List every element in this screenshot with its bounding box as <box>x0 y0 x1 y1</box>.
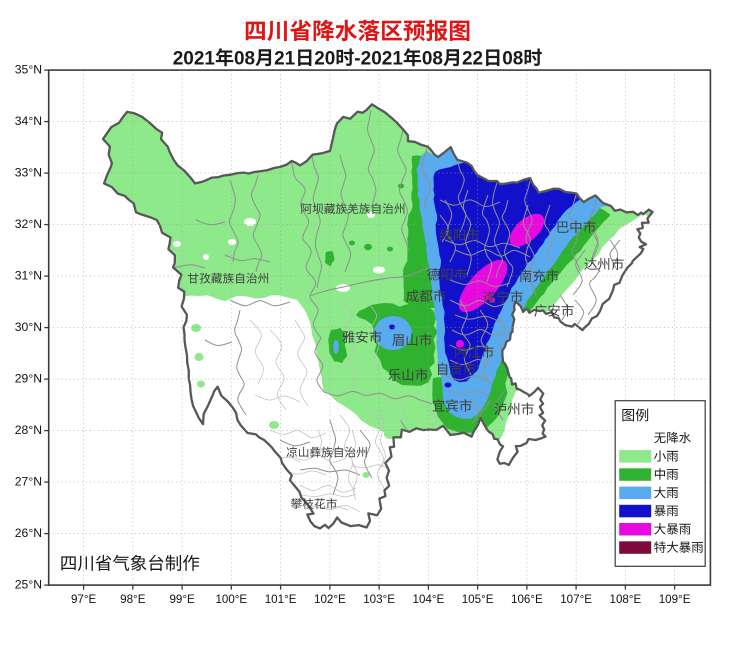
svg-text:105°E: 105°E <box>462 593 494 606</box>
svg-text:33°N: 33°N <box>15 166 42 180</box>
svg-text:109°E: 109°E <box>659 593 691 606</box>
svg-text:25°N: 25°N <box>15 578 42 592</box>
svg-text:35°N: 35°N <box>15 63 42 77</box>
svg-text:106°E: 106°E <box>511 593 543 606</box>
svg-text:100°E: 100°E <box>215 593 247 606</box>
svg-text:99°E: 99°E <box>169 593 195 606</box>
svg-text:08: 08 <box>422 49 443 70</box>
svg-text:28°N: 28°N <box>15 423 42 437</box>
svg-text:27°N: 27°N <box>15 475 42 489</box>
svg-text:29°N: 29°N <box>15 372 42 386</box>
svg-text:98°E: 98°E <box>120 593 146 606</box>
svg-text:08: 08 <box>234 49 255 70</box>
svg-text:104°E: 104°E <box>413 593 445 606</box>
svg-text:-2021: -2021 <box>354 49 403 70</box>
svg-text:22: 22 <box>462 49 483 70</box>
svg-text:30°N: 30°N <box>15 320 42 334</box>
svg-text:102°E: 102°E <box>314 593 346 606</box>
svg-text:97°E: 97°E <box>71 593 97 606</box>
svg-text:101°E: 101°E <box>265 593 297 606</box>
svg-text:107°E: 107°E <box>560 593 592 606</box>
svg-text:2021: 2021 <box>173 49 216 70</box>
svg-text:103°E: 103°E <box>363 593 395 606</box>
svg-text:108°E: 108°E <box>610 593 642 606</box>
svg-text:20: 20 <box>314 49 335 70</box>
svg-text:32°N: 32°N <box>15 217 42 231</box>
svg-text:34°N: 34°N <box>15 114 42 128</box>
svg-text:08: 08 <box>502 49 523 70</box>
svg-text:21: 21 <box>274 49 296 70</box>
svg-text:26°N: 26°N <box>15 526 42 540</box>
svg-text:31°N: 31°N <box>15 269 42 283</box>
